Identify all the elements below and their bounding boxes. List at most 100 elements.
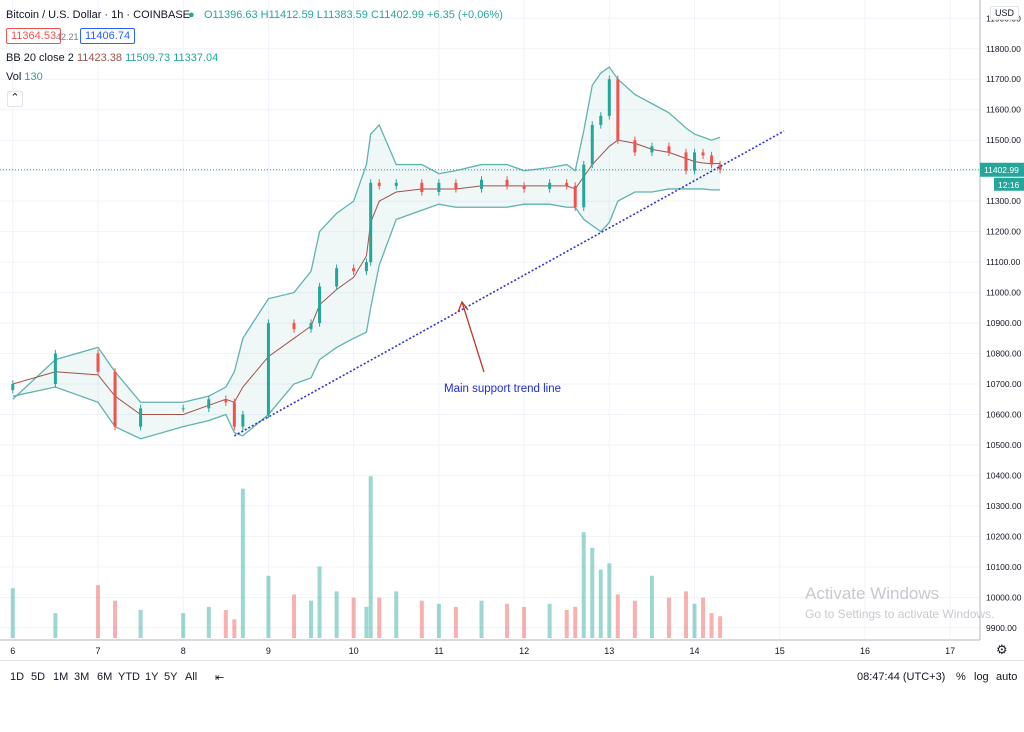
volume-bar xyxy=(718,616,723,638)
volume-indicator-name: Vol xyxy=(6,71,22,83)
volume-bar xyxy=(701,597,706,638)
volume-bar xyxy=(598,569,603,638)
x-tick-label: 14 xyxy=(690,646,700,656)
volume-bar xyxy=(581,532,586,638)
y-tick-label: 10900.00 xyxy=(986,318,1022,328)
timeframe-1d[interactable]: 1D xyxy=(10,671,25,683)
volume-bar xyxy=(368,476,373,638)
candle-body xyxy=(232,402,236,427)
chevron-up-icon[interactable]: ⌃ xyxy=(7,91,23,107)
candle-body xyxy=(710,155,714,165)
timeframe-5y[interactable]: 5Y xyxy=(164,671,178,683)
log-scale-toggle[interactable]: log xyxy=(974,671,989,683)
y-tick-label: 10400.00 xyxy=(986,470,1022,480)
chart-grid xyxy=(0,0,980,640)
y-tick-label: 11500.00 xyxy=(986,135,1021,145)
volume-bar xyxy=(317,566,322,638)
candle-body xyxy=(181,408,185,410)
price-scale[interactable]: 9900.00 10000.00 10100.00 10200.00 10300.00 1… xyxy=(979,0,1024,660)
volume-indicator-label[interactable]: Vol 130 xyxy=(6,71,43,83)
clock-timezone[interactable]: 08:47:44 (UTC+3) xyxy=(857,671,946,683)
volume-bar xyxy=(453,606,458,638)
candle-body xyxy=(364,262,368,272)
volume-bar xyxy=(709,613,714,638)
trend-annotation: Main support trend line xyxy=(444,300,561,395)
bb-upper-line xyxy=(12,66,721,403)
y-tick-label: 10000.00 xyxy=(986,592,1022,602)
timeframe-5d[interactable]: 5D xyxy=(31,671,46,683)
bb-basis-line xyxy=(12,139,721,415)
price-scale-bg xyxy=(980,0,1024,660)
chart-canvas[interactable]: Main support trend line 9900.00 10000.00 1… xyxy=(0,0,1024,660)
timeframe-1y[interactable]: 1Y xyxy=(145,671,159,683)
candle-body xyxy=(582,164,586,208)
volume-bar xyxy=(292,594,296,638)
symbol-title[interactable]: Bitcoin / U.S. Dollar · 1h · COINBASE xyxy=(6,9,190,21)
candle-body xyxy=(352,268,356,272)
x-tick-label: 8 xyxy=(181,646,186,656)
candle-body xyxy=(693,152,697,171)
volume-bar xyxy=(505,603,510,638)
volume-bar xyxy=(419,600,424,638)
sell-price-button[interactable]: 11364.53 xyxy=(6,28,62,44)
timeframe-6m[interactable]: 6M xyxy=(97,671,113,683)
volume-bar xyxy=(232,619,237,638)
last-price-tag xyxy=(980,162,1024,177)
countdown-tag xyxy=(994,177,1024,191)
volume-bar xyxy=(607,563,612,638)
percent-scale-toggle[interactable]: % xyxy=(956,671,966,683)
volume-bar xyxy=(364,606,369,638)
volume-bar xyxy=(684,591,688,638)
volume-bars xyxy=(10,476,723,638)
volume-bar xyxy=(138,610,143,638)
candle-body xyxy=(96,353,100,372)
volume-bar xyxy=(547,603,552,638)
candle-body xyxy=(369,182,373,263)
candle-body xyxy=(292,323,296,330)
annotation-arrow-head xyxy=(457,300,469,313)
gear-icon[interactable]: ⚙ xyxy=(996,643,1008,658)
y-tick-label: 9900.00 xyxy=(986,623,1017,633)
auto-scale-toggle[interactable]: auto xyxy=(996,671,1018,683)
y-tick-label: 10800.00 xyxy=(986,349,1022,359)
bb-indicator-label[interactable]: BB 20 close 2 11423.38 11509.73 11337.04 xyxy=(6,52,218,64)
volume-bar xyxy=(394,591,399,638)
volume-bar xyxy=(240,488,245,638)
candle-body xyxy=(479,179,483,189)
currency-label[interactable]: USD xyxy=(990,6,1020,20)
volume-bar xyxy=(309,600,314,638)
candle-body xyxy=(113,371,117,427)
annotation-arrow xyxy=(461,301,485,373)
bb-upper-value: 11509.73 xyxy=(125,52,171,64)
x-tick-label: 13 xyxy=(604,646,614,656)
annotation-text: Main support trend line xyxy=(444,383,561,395)
candle-body xyxy=(377,182,381,186)
timeframe-1m[interactable]: 1M xyxy=(53,671,69,683)
x-tick-label: 17 xyxy=(945,646,955,656)
candle-body xyxy=(266,323,270,415)
candle-body xyxy=(548,182,552,189)
volume-bar xyxy=(436,603,441,638)
volume-bar xyxy=(10,588,15,638)
countdown-text: 12:16 xyxy=(998,180,1020,190)
bb-indicator-name: BB 20 close 2 xyxy=(6,52,74,64)
activate-windows-title: Activate Windows xyxy=(805,584,940,603)
y-tick-label: 11200.00 xyxy=(986,227,1021,237)
buy-price-button[interactable]: 11406.74 xyxy=(80,28,136,44)
candle-body xyxy=(522,185,526,189)
candle-body xyxy=(650,146,654,153)
y-tick-label: 11700.00 xyxy=(986,74,1021,84)
timeframe-ytd[interactable]: YTD xyxy=(118,671,140,683)
time-scale[interactable]: 6 7 8 9 10 11 12 13 14 15 16 17 xyxy=(0,639,980,656)
timeframe-all[interactable]: All xyxy=(185,671,198,683)
candle-body xyxy=(505,179,509,186)
date-range-icon[interactable]: ⇤ xyxy=(215,672,225,684)
trend-line xyxy=(233,130,785,437)
y-tick-label: 11600.00 xyxy=(986,105,1021,115)
candle-body xyxy=(573,185,577,208)
candle-body xyxy=(701,152,705,156)
timeframe-3m[interactable]: 3M xyxy=(74,671,90,683)
candle-body xyxy=(633,140,637,153)
status-dot-icon: ● xyxy=(188,9,195,21)
y-tick-label: 11800.00 xyxy=(986,44,1021,54)
